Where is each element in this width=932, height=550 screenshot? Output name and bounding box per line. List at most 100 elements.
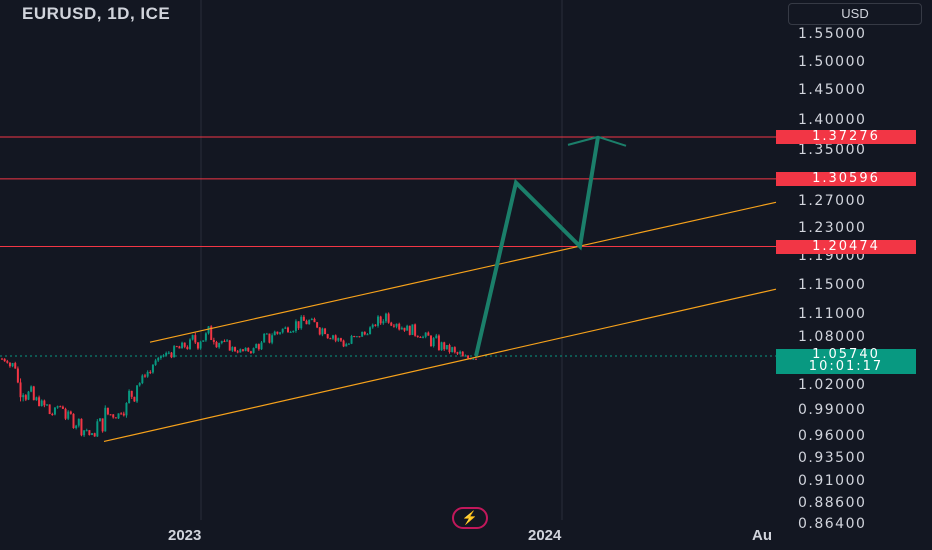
candle-body	[414, 324, 417, 336]
candle-body	[226, 340, 229, 342]
candle-body	[464, 355, 467, 357]
candle-body	[6, 361, 9, 363]
candle-body	[437, 335, 440, 351]
candle-body	[114, 417, 117, 419]
candle-body	[332, 335, 335, 339]
price-tick-label: 1.15000	[798, 276, 867, 293]
candle-body	[345, 344, 348, 347]
candle-body	[133, 396, 136, 402]
candle-body	[400, 327, 403, 330]
candle-body	[16, 368, 19, 383]
candlestick-series	[1, 312, 477, 438]
candle-body	[279, 332, 282, 334]
candle-body	[236, 351, 239, 353]
candle-body	[292, 330, 295, 333]
candle-body	[75, 425, 78, 429]
candle-body	[27, 391, 30, 400]
price-tick-label: 1.27000	[798, 193, 867, 210]
candle-body	[427, 332, 430, 336]
candle-body	[369, 327, 372, 335]
candle-body	[271, 335, 274, 343]
candle-body	[207, 326, 210, 334]
candle-body	[422, 336, 425, 338]
candle-body	[403, 327, 406, 331]
candle-body	[228, 340, 231, 351]
candle-body	[96, 421, 99, 437]
candle-body	[11, 363, 14, 367]
candle-body	[350, 335, 353, 344]
x-tick-2024: 2024	[528, 527, 562, 544]
price-tick-label: 0.93500	[798, 450, 867, 467]
candle-body	[286, 327, 289, 333]
candle-body	[72, 413, 75, 429]
candle-body	[1, 358, 3, 360]
price-tick-label: 1.55000	[798, 26, 867, 43]
candle-body	[130, 390, 133, 397]
candle-body	[244, 347, 247, 351]
projection-path	[474, 136, 600, 357]
candle-body	[445, 345, 448, 350]
candle-body	[339, 338, 342, 341]
price-tick-label: 1.23000	[798, 220, 867, 237]
candle-body	[165, 352, 168, 356]
candle-body	[128, 390, 131, 404]
candle-body	[69, 411, 72, 414]
candle-body	[204, 333, 207, 341]
candle-body	[324, 328, 327, 335]
candle-body	[326, 334, 329, 339]
candle-body	[14, 363, 17, 369]
candle-body	[260, 342, 263, 350]
candle-body	[377, 316, 380, 326]
candle-body	[342, 340, 345, 347]
candle-body	[159, 356, 162, 359]
candle-body	[281, 328, 284, 333]
candle-body	[30, 386, 33, 392]
lightning-icon[interactable]: ⚡	[452, 507, 488, 529]
candle-body	[173, 346, 176, 358]
candle-body	[461, 351, 464, 357]
candle-body	[117, 413, 120, 419]
candle-body	[334, 335, 337, 341]
candle-body	[157, 358, 160, 361]
candle-body	[61, 406, 64, 409]
candle-body	[289, 332, 292, 334]
arrowhead	[567, 135, 627, 147]
candle-body	[268, 333, 271, 343]
candle-body	[146, 371, 149, 377]
candle-body	[284, 327, 287, 329]
projection-arrow	[474, 135, 627, 357]
candle-body	[170, 352, 173, 358]
candle-body	[109, 414, 112, 416]
candle-body	[313, 318, 316, 323]
candle-body	[67, 411, 70, 419]
level-badge: 1.20474	[776, 239, 916, 254]
candle-body	[276, 331, 279, 334]
candle-body	[212, 339, 215, 342]
chart-grid	[0, 0, 776, 520]
last-price-badge: 1.05740 10:01:17	[776, 348, 916, 374]
candle-body	[122, 413, 125, 416]
candle-body	[451, 347, 454, 353]
candle-body	[210, 326, 213, 340]
candle-body	[371, 324, 374, 328]
price-tick-label: 0.99000	[798, 402, 867, 419]
candle-body	[223, 341, 226, 343]
candle-body	[337, 338, 340, 341]
candle-body	[467, 355, 470, 359]
currency-button[interactable]: USD	[788, 3, 922, 25]
candle-body	[408, 325, 411, 335]
candle-body	[387, 313, 390, 323]
candle-body	[175, 346, 178, 348]
trend-channel	[103, 201, 777, 443]
price-tick-label: 0.96000	[798, 428, 867, 445]
candle-body	[419, 336, 422, 338]
candle-body	[432, 338, 435, 346]
price-tick-label: 0.88600	[798, 495, 867, 512]
candle-body	[247, 347, 250, 352]
candle-body	[101, 418, 104, 432]
candle-body	[35, 397, 38, 401]
candle-body	[196, 342, 199, 349]
candle-body	[40, 400, 43, 407]
price-tick-label: 0.91000	[798, 472, 867, 489]
